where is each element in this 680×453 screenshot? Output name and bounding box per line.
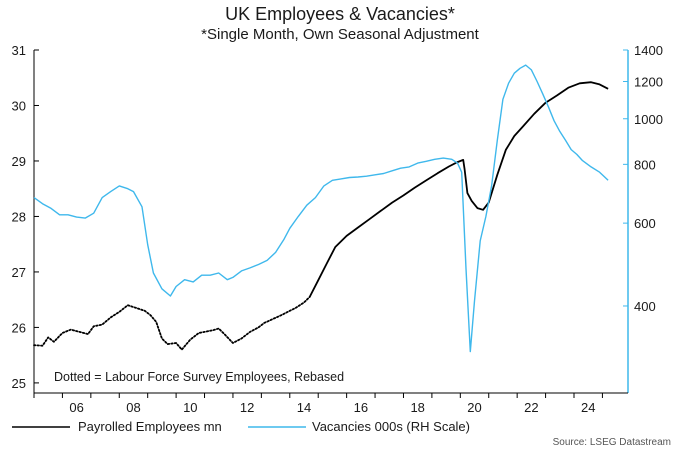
left-axis-tick-label: 28 — [12, 209, 26, 224]
left-axis-tick-label: 31 — [12, 43, 26, 58]
source-note: Source: LSEG Datastream — [553, 437, 671, 448]
x-axis-tick-label: 06 — [69, 400, 83, 415]
left-axis-tick-label: 27 — [12, 265, 26, 280]
series-group — [33, 64, 609, 353]
legend-label-employees: Payrolled Employees mn — [78, 419, 222, 434]
right-axis-tick-label: 600 — [634, 216, 656, 231]
x-axis-tick-label: 16 — [354, 400, 368, 415]
x-axis-tick-label: 18 — [410, 400, 424, 415]
x-axis-tick-label: 10 — [183, 400, 197, 415]
x-axis-tick-label: 20 — [467, 400, 481, 415]
right-axis-tick-label: 400 — [634, 299, 656, 314]
left-axis-tick-label: 25 — [12, 376, 26, 391]
left-axis-tick-label: 26 — [12, 320, 26, 335]
right-axis-tick-label: 1200 — [634, 74, 663, 89]
series-line-0 — [33, 296, 311, 351]
x-axis-tick-label: 14 — [297, 400, 311, 415]
axes-group: 25 26 27 28 29 30 31 400 600 800 1000 1200 1400 06 08 1… — [12, 43, 663, 415]
left-axis-tick-label: 30 — [12, 98, 26, 113]
x-axis-tick-label: 12 — [240, 400, 254, 415]
right-axis-tick-label: 1000 — [634, 112, 663, 127]
x-axis-tick-label: 24 — [581, 400, 595, 415]
legend: Payrolled Employees mn Vacancies 000s (R… — [12, 419, 470, 434]
x-axis-tick-label: 22 — [524, 400, 538, 415]
chart-subtitle: *Single Month, Own Seasonal Adjustment — [201, 26, 479, 43]
x-axis-tick-label: 08 — [126, 400, 140, 415]
chart-annotation: Dotted = Labour Force Survey Employees, … — [54, 370, 344, 384]
legend-label-vacancies: Vacancies 000s (RH Scale) — [312, 419, 470, 434]
right-axis-tick-label: 1400 — [634, 43, 663, 58]
right-axis-tick-label: 800 — [634, 157, 656, 172]
series-line-1 — [308, 81, 609, 298]
left-axis-tick-label: 29 — [12, 154, 26, 169]
chart-title: UK Employees & Vacancies* — [225, 4, 455, 24]
series-line-2 — [33, 64, 609, 353]
